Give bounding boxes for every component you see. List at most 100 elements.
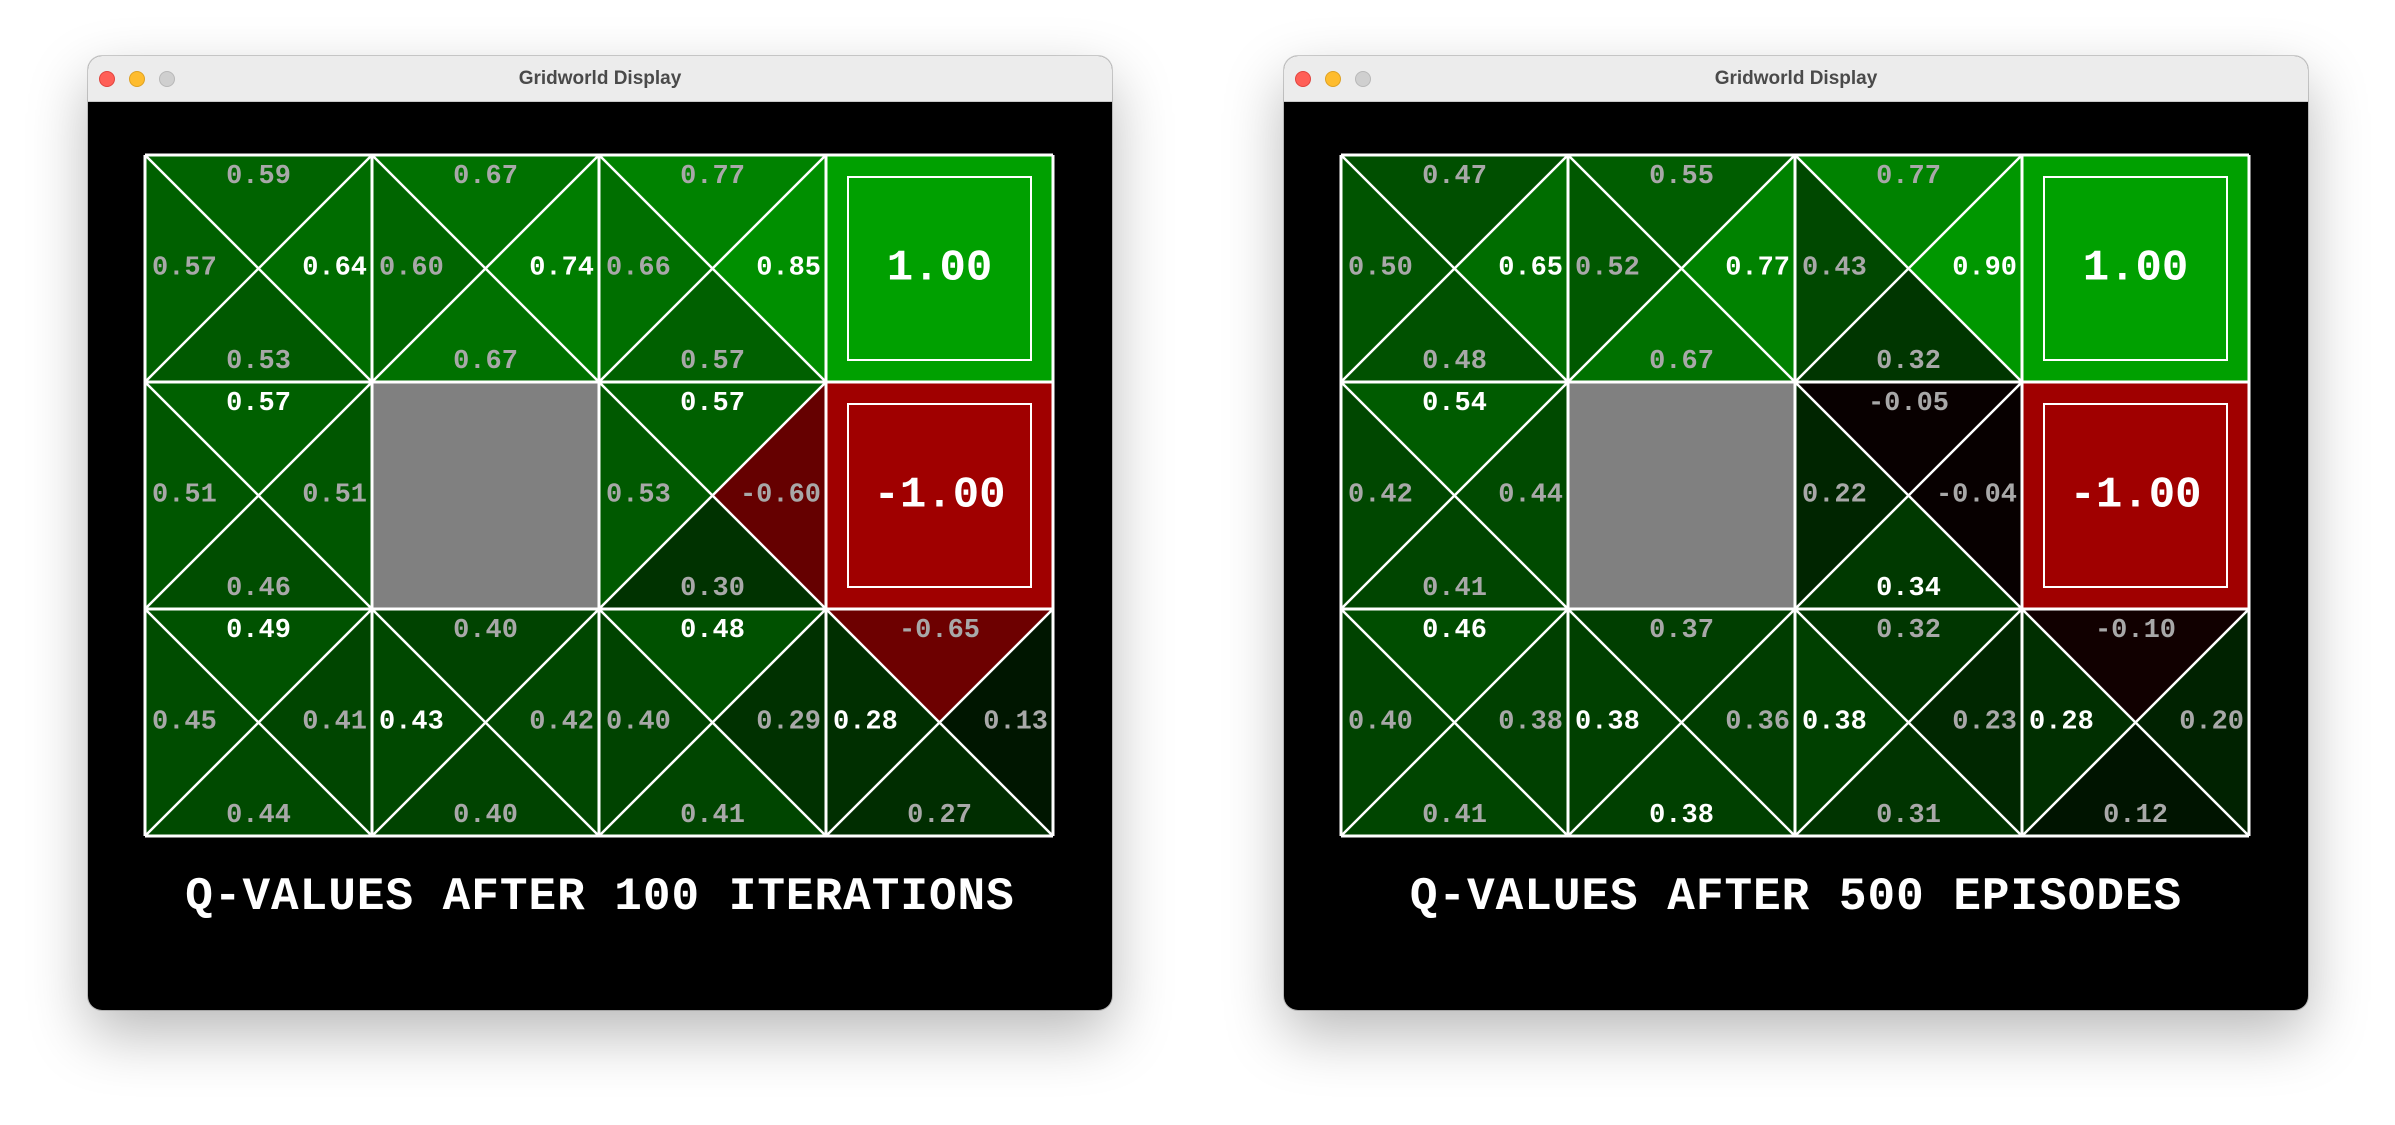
q-triangle-south (1568, 722, 1795, 836)
terminal-cell-positive: 1.00 (2022, 155, 2249, 382)
q-triangle-east (258, 382, 372, 609)
q-cell: 0.54 0.41 0.42 0.44 (1340, 381, 1569, 610)
q-triangle-north (599, 155, 826, 269)
q-value-south: 0.12 (2103, 801, 2168, 831)
q-value-north: 0.54 (1422, 389, 1487, 419)
q-cell: 0.40 0.40 0.43 0.42 (371, 608, 600, 837)
q-value-south: 0.67 (453, 347, 518, 377)
q-value-east: -0.60 (740, 481, 821, 511)
q-triangle-east (258, 609, 372, 836)
q-triangle-west (145, 382, 259, 609)
minimize-button[interactable] (1325, 71, 1341, 87)
zoom-button[interactable] (1355, 71, 1371, 87)
q-value-east: 0.20 (2179, 708, 2244, 738)
q-cell: 0.32 0.31 0.38 0.23 (1794, 608, 2023, 837)
q-triangle-east (2135, 609, 2249, 836)
q-triangle-east (712, 155, 826, 382)
q-value-west: 0.38 (1575, 708, 1640, 738)
q-triangle-west (1568, 155, 1682, 382)
caption-text: Q-VALUES AFTER 100 ITERATIONS (185, 871, 1015, 923)
q-value-west: 0.57 (152, 254, 217, 284)
q-value-west: 0.50 (1348, 254, 1413, 284)
q-triangle-west (599, 382, 713, 609)
q-cell: 0.77 0.32 0.43 0.90 (1794, 154, 2023, 383)
q-triangle-west (145, 155, 259, 382)
q-triangle-north (1341, 155, 1568, 269)
q-value-west: 0.51 (152, 481, 217, 511)
q-triangle-east (1681, 155, 1795, 382)
q-value-grid: 0.47 0.48 0.50 0.65 0.55 0.67 0.52 0.77 0.77 0.32… (1339, 153, 2251, 838)
q-triangle-west (1341, 609, 1455, 836)
terminal-value: -1.00 (873, 471, 1005, 521)
q-value-north: 0.57 (226, 389, 291, 419)
q-triangle-south (599, 495, 826, 609)
q-value-south: 0.27 (907, 801, 972, 831)
q-value-south: 0.53 (226, 347, 291, 377)
terminal-inner-box (2043, 403, 2228, 588)
q-triangle-west (599, 155, 713, 382)
terminal-cell-negative: -1.00 (2022, 382, 2249, 609)
gridworld-canvas: 0.47 0.48 0.50 0.65 0.55 0.67 0.52 0.77 0.77 0.32… (1288, 102, 2304, 1006)
terminal-inner-box (2043, 176, 2228, 361)
q-value-south: 0.34 (1876, 574, 1941, 604)
terminal-inner-box (847, 403, 1032, 588)
q-triangle-south (1795, 268, 2022, 382)
q-triangle-north (1795, 609, 2022, 723)
close-button[interactable] (99, 71, 115, 87)
q-triangle-north (145, 382, 372, 496)
q-value-east: 0.44 (1498, 481, 1563, 511)
q-value-north: 0.55 (1649, 162, 1714, 192)
q-value-north: 0.47 (1422, 162, 1487, 192)
q-cell: 0.48 0.41 0.40 0.29 (598, 608, 827, 837)
q-value-east: 0.77 (1725, 254, 1790, 284)
q-value-east: 0.65 (1498, 254, 1563, 284)
q-triangle-west (599, 609, 713, 836)
q-triangle-east (1908, 609, 2022, 836)
q-value-east: 0.90 (1952, 254, 2017, 284)
grid-lines (143, 153, 1055, 838)
q-value-north: -0.65 (899, 616, 980, 646)
zoom-button[interactable] (159, 71, 175, 87)
q-value-east: 0.23 (1952, 708, 2017, 738)
q-value-east: 0.64 (302, 254, 367, 284)
q-triangle-south (1795, 495, 2022, 609)
terminal-value: -1.00 (2069, 471, 2201, 521)
q-value-east: 0.13 (983, 708, 1048, 738)
close-button[interactable] (1295, 71, 1311, 87)
q-triangle-south (1795, 722, 2022, 836)
grid-lines (1339, 153, 2251, 838)
q-triangle-south (1341, 268, 1568, 382)
q-triangle-north (599, 382, 826, 496)
q-value-south: 0.40 (453, 801, 518, 831)
q-triangle-east (1454, 155, 1568, 382)
window-titlebar[interactable]: Gridworld Display (88, 56, 1112, 102)
q-value-east: 0.74 (529, 254, 594, 284)
window-titlebar[interactable]: Gridworld Display (1284, 56, 2308, 102)
q-value-east: 0.85 (756, 254, 821, 284)
gridworld-window-left: Gridworld Display 0.59 0.53 0.57 0.64 0.67 0.… (88, 56, 1112, 1010)
q-triangle-west (1795, 155, 1909, 382)
q-triangle-south (145, 268, 372, 382)
minimize-button[interactable] (129, 71, 145, 87)
q-triangle-north (145, 155, 372, 269)
q-triangle-west (1341, 382, 1455, 609)
q-value-south: 0.32 (1876, 347, 1941, 377)
q-triangle-east (1454, 382, 1568, 609)
q-triangle-west (145, 609, 259, 836)
q-triangle-south (145, 495, 372, 609)
q-cell: -0.05 0.34 0.22 -0.04 (1794, 381, 2023, 610)
q-triangle-north (372, 609, 599, 723)
q-value-west: 0.43 (1802, 254, 1867, 284)
q-cell: 0.59 0.53 0.57 0.64 (144, 154, 373, 383)
q-triangle-west (2022, 609, 2136, 836)
q-value-west: 0.52 (1575, 254, 1640, 284)
q-value-south: 0.31 (1876, 801, 1941, 831)
q-triangle-north (1341, 382, 1568, 496)
q-cell: -0.65 0.27 0.28 0.13 (825, 608, 1054, 837)
terminal-value: 1.00 (887, 244, 993, 294)
q-value-south: 0.67 (1649, 347, 1714, 377)
q-triangle-east (1681, 609, 1795, 836)
q-value-west: 0.40 (1348, 708, 1413, 738)
q-value-south: 0.46 (226, 574, 291, 604)
q-triangle-west (1795, 382, 1909, 609)
